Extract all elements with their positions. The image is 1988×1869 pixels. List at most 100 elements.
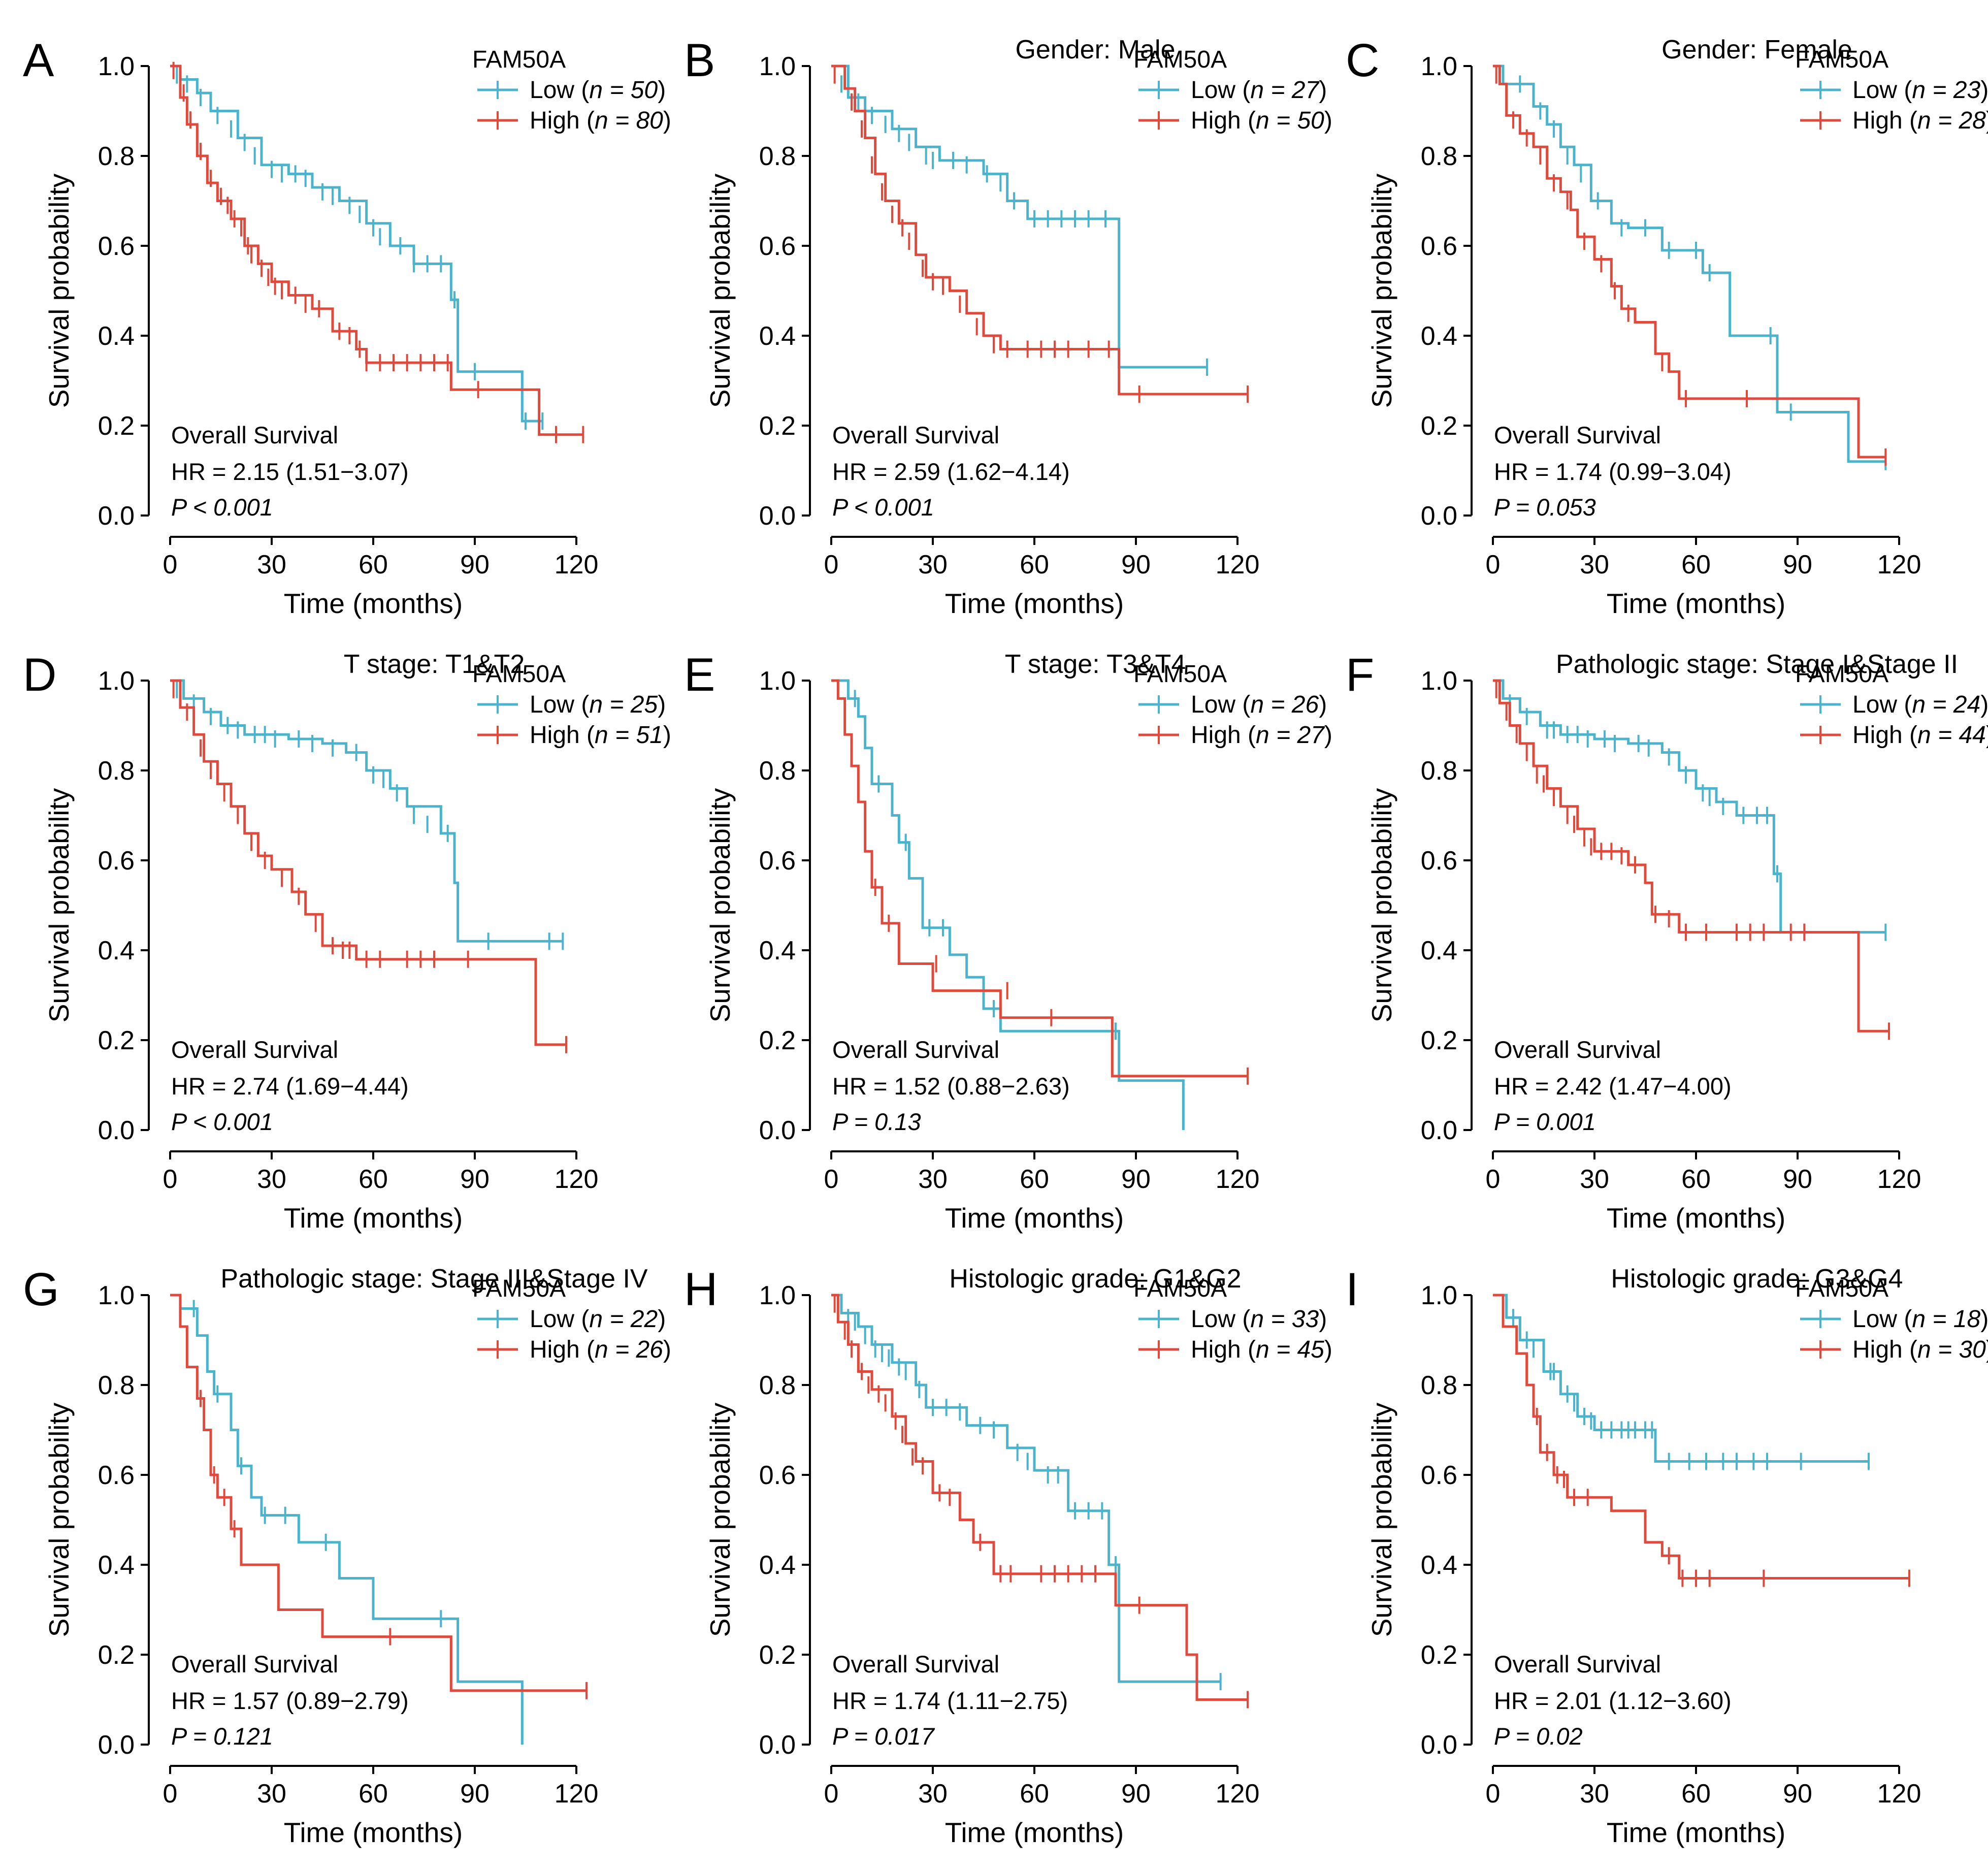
x-tick-label: 0: [163, 1165, 178, 1194]
y-tick-label: 0.4: [98, 936, 135, 965]
y-tick-label: 0.0: [1421, 501, 1457, 531]
legend-paren: ): [663, 1336, 671, 1363]
legend-title: FAM50A: [472, 46, 566, 73]
y-tick-label: 0.2: [1421, 1026, 1457, 1055]
legend-group-name: Low: [530, 1306, 574, 1333]
legend-sample-size: n = 22: [589, 1306, 658, 1333]
chart-title: Pathologic stage: Stage III&Stage IV: [220, 1264, 648, 1294]
x-tick-label: 120: [1877, 550, 1921, 579]
x-tick-label: 120: [1877, 1165, 1921, 1194]
y-tick-label: 0.8: [1421, 142, 1457, 171]
legend-paren: ): [1319, 77, 1327, 104]
chart-title: Gender: Female: [1661, 35, 1852, 65]
survival-curve-high: [1493, 679, 1889, 1033]
y-tick-label: 0.4: [759, 1551, 796, 1580]
legend-entry-low: Low (n = 22): [530, 1306, 666, 1333]
x-tick-label: 90: [1121, 1165, 1151, 1194]
y-tick-label: 0.6: [98, 232, 135, 261]
legend-group-name: High: [1191, 1336, 1241, 1363]
y-tick-label: 0.0: [1421, 1116, 1457, 1145]
x-tick-label: 90: [1783, 1779, 1812, 1809]
panel-i: I Histologic grade: G3&G4 0.0 0.2 0.4 0.6 0.8 1…: [1346, 1264, 1988, 1848]
legend-sample-size: n = 26: [595, 1336, 663, 1363]
x-axis-label: Time (months): [284, 588, 463, 619]
y-axis-label: Survival probability: [1366, 173, 1397, 408]
survival-curve-low: [170, 65, 543, 423]
y-tick-label: 0.8: [1421, 1371, 1457, 1400]
legend-title: FAM50A: [1795, 46, 1888, 73]
survival-curve-low: [831, 65, 1207, 369]
legend-group-name: Low: [530, 77, 574, 104]
y-tick-label: 1.0: [1421, 52, 1457, 81]
x-tick-label: 60: [1020, 1779, 1049, 1809]
legend-sample-size: n = 26: [1250, 691, 1319, 718]
y-axis-label: Survival probability: [1366, 1402, 1397, 1637]
annotation-title: Overall Survival: [832, 1651, 999, 1678]
legend-entry-low: Low (n = 23): [1852, 77, 1988, 104]
x-tick-label: 0: [824, 1165, 839, 1194]
y-tick-label: 0.8: [759, 1371, 796, 1400]
legend-title: FAM50A: [472, 661, 566, 688]
annotation-hazard-ratio: HR = 1.57 (0.89−2.79): [171, 1687, 409, 1714]
legend-paren: (: [574, 691, 589, 718]
legend-paren: (: [580, 1336, 595, 1363]
y-tick-label: 0.8: [98, 142, 135, 171]
y-tick-label: 0.8: [759, 142, 796, 171]
legend-paren: (: [1897, 691, 1912, 718]
survival-curve-high: [1493, 1294, 1909, 1580]
x-axis-label: Time (months): [284, 1202, 463, 1234]
survival-curve-low: [170, 679, 563, 943]
legend-paren: (: [1235, 77, 1250, 104]
legend-entry-low: Low (n = 26): [1191, 691, 1327, 718]
legend-paren: ): [658, 691, 666, 718]
x-tick-label: 0: [1486, 1165, 1501, 1194]
x-tick-label: 0: [163, 1779, 178, 1809]
annotation-title: Overall Survival: [1494, 1036, 1661, 1063]
legend-entry-high: High (n = 44): [1852, 722, 1988, 749]
annotation-p-value: P = 0.13: [832, 1108, 921, 1135]
annotation-hazard-ratio: HR = 1.74 (0.99−3.04): [1494, 458, 1732, 485]
legend-paren: ): [658, 1306, 666, 1333]
legend-entry-low: Low (n = 18): [1852, 1306, 1988, 1333]
x-axis-label: Time (months): [1607, 1817, 1785, 1848]
y-tick-label: 0.6: [759, 232, 796, 261]
legend-entry-low: Low (n = 33): [1191, 1306, 1327, 1333]
y-tick-label: 0.4: [759, 936, 796, 965]
x-axis-label: Time (months): [284, 1817, 463, 1848]
y-tick-label: 1.0: [1421, 666, 1457, 696]
annotation-hazard-ratio: HR = 2.15 (1.51−3.07): [171, 458, 409, 485]
y-tick-label: 1.0: [759, 52, 796, 81]
x-tick-label: 60: [1020, 550, 1049, 579]
x-tick-label: 60: [1681, 1779, 1711, 1809]
panel-letter: F: [1346, 649, 1374, 701]
x-tick-label: 0: [1486, 550, 1501, 579]
legend-entry-high: High (n = 51): [530, 722, 671, 749]
legend-paren: (: [580, 107, 595, 134]
legend-sample-size: n = 25: [589, 691, 658, 718]
x-tick-label: 30: [918, 550, 948, 579]
panel-letter: D: [23, 649, 56, 701]
y-tick-label: 0.6: [1421, 846, 1457, 876]
legend-paren: ): [1980, 77, 1988, 104]
legend-group-name: High: [1191, 722, 1241, 749]
survival-curve-high: [831, 65, 1248, 396]
annotation-title: Overall Survival: [171, 1651, 338, 1678]
y-tick-label: 0.4: [1421, 936, 1457, 965]
chart-title: T stage: T1&T2: [344, 650, 525, 679]
chart-title: Pathologic stage: Stage I&Stage II: [1556, 650, 1958, 679]
y-tick-label: 0.2: [98, 1640, 135, 1670]
x-tick-label: 120: [1216, 550, 1260, 579]
x-axis-label: Time (months): [945, 1817, 1124, 1848]
y-axis-label: Survival probability: [1366, 788, 1397, 1022]
x-tick-label: 60: [359, 1165, 388, 1194]
x-tick-label: 30: [1580, 1779, 1609, 1809]
legend-paren: (: [1235, 691, 1250, 718]
panel-b: B Gender: Male 0.0 0.2 0.4 0.6 0.8 1.0 0 30 60 90 12…: [684, 35, 1332, 619]
x-tick-label: 30: [918, 1779, 948, 1809]
legend-paren: ): [1986, 107, 1988, 134]
y-tick-label: 0.6: [759, 846, 796, 876]
x-tick-label: 30: [257, 1779, 286, 1809]
annotation-title: Overall Survival: [1494, 422, 1661, 448]
legend-sample-size: n = 44: [1917, 722, 1986, 749]
annotation-hazard-ratio: HR = 2.01 (1.12−3.60): [1494, 1687, 1732, 1714]
